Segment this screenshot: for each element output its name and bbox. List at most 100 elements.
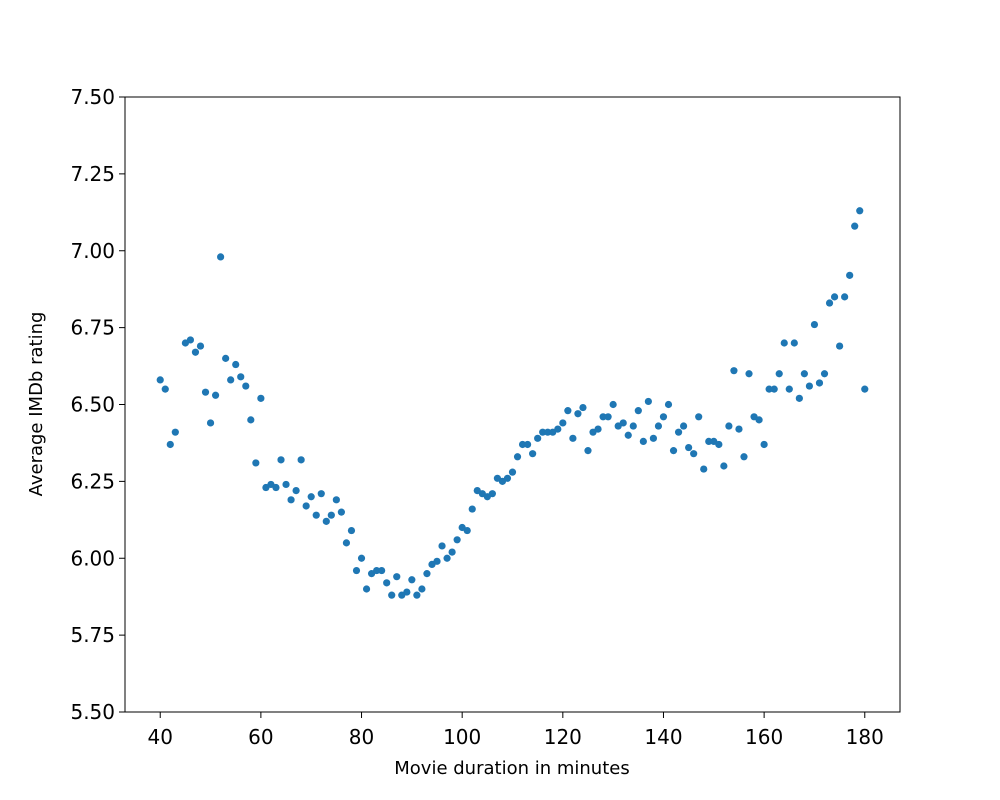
y-tick-label: 5.50 bbox=[70, 700, 115, 724]
scatter-point bbox=[503, 474, 512, 482]
scatter-point bbox=[347, 526, 356, 535]
scatter-point bbox=[211, 391, 220, 399]
scatter-point bbox=[322, 517, 330, 525]
y-tick-label: 6.00 bbox=[70, 546, 115, 570]
scatter-point bbox=[378, 566, 386, 575]
scatter-point bbox=[156, 376, 164, 384]
scatter-point bbox=[247, 416, 255, 424]
scatter-point bbox=[408, 576, 416, 584]
scatter-point bbox=[760, 440, 768, 449]
scatter-point bbox=[423, 570, 431, 578]
scatter-point bbox=[534, 434, 542, 442]
scatter-point bbox=[594, 425, 602, 433]
scatter-point bbox=[690, 450, 698, 458]
scatter-point bbox=[861, 385, 869, 393]
scatter-point bbox=[740, 453, 748, 461]
scatter-point bbox=[206, 419, 215, 427]
scatter-point bbox=[770, 385, 778, 393]
scatter-point bbox=[171, 428, 179, 436]
scatter-point bbox=[800, 370, 808, 378]
x-tick-label: 100 bbox=[443, 725, 481, 749]
plot-frame bbox=[124, 96, 901, 713]
x-tick-label: 120 bbox=[544, 725, 582, 749]
scatter-point bbox=[836, 342, 844, 350]
scatter-point bbox=[413, 591, 421, 599]
scatter-point bbox=[342, 539, 351, 547]
scatter-point bbox=[357, 554, 366, 562]
scatter-point bbox=[544, 428, 552, 436]
scatter-point bbox=[644, 397, 652, 406]
scatter-point bbox=[624, 431, 632, 439]
scatter-point bbox=[373, 566, 381, 575]
scatter-point bbox=[161, 385, 169, 393]
scatter-point bbox=[453, 536, 461, 544]
scatter-point bbox=[604, 413, 612, 421]
scatter-point bbox=[302, 502, 310, 510]
scatter-point bbox=[765, 385, 773, 393]
scatter-point bbox=[529, 450, 537, 458]
scatter-point bbox=[508, 468, 517, 476]
scatter-point bbox=[463, 526, 471, 535]
y-tick-label: 6.50 bbox=[70, 393, 115, 417]
scatter-point bbox=[659, 413, 668, 421]
scatter-point bbox=[775, 370, 783, 378]
scatter-point bbox=[780, 339, 788, 347]
scatter-point bbox=[559, 419, 567, 427]
scatter-point bbox=[674, 428, 683, 436]
scatter-point bbox=[393, 573, 401, 581]
scatter-point bbox=[488, 490, 496, 498]
scatter-point bbox=[468, 505, 476, 513]
scatter-point bbox=[317, 490, 325, 498]
x-tick-label: 140 bbox=[644, 725, 682, 749]
scatter-point bbox=[327, 511, 335, 519]
scatter-point bbox=[242, 382, 250, 390]
scatter-point bbox=[574, 410, 582, 418]
scatter-point bbox=[790, 339, 798, 347]
scatter-point bbox=[629, 422, 637, 430]
scatter-point bbox=[418, 585, 426, 593]
scatter-point bbox=[856, 207, 864, 215]
scatter-point bbox=[362, 585, 371, 593]
scatter-point bbox=[448, 548, 456, 556]
x-tick-label: 60 bbox=[248, 725, 273, 749]
scatter-point bbox=[272, 483, 280, 492]
scatter-point bbox=[785, 385, 793, 393]
scatter-point bbox=[805, 382, 814, 390]
scatter-point bbox=[846, 271, 854, 279]
scatter-point bbox=[513, 453, 522, 461]
scatter-point bbox=[337, 508, 345, 516]
scatter-point bbox=[312, 511, 320, 519]
y-tick-label: 5.75 bbox=[70, 623, 115, 647]
y-tick-label: 6.75 bbox=[70, 316, 115, 340]
scatter-point bbox=[649, 434, 658, 442]
x-tick-label: 40 bbox=[148, 725, 173, 749]
scatter-point bbox=[669, 447, 678, 455]
scatter-point bbox=[438, 542, 446, 550]
scatter-point bbox=[191, 348, 200, 356]
scatter-point bbox=[795, 394, 803, 402]
scatter-point bbox=[720, 462, 728, 470]
scatter-point bbox=[388, 591, 396, 599]
scatter-point bbox=[745, 370, 753, 378]
scatter-point bbox=[201, 388, 210, 396]
scatter-point bbox=[680, 422, 688, 430]
scatter-point bbox=[639, 437, 647, 445]
y-tick-label: 7.00 bbox=[70, 239, 115, 263]
scatter-point bbox=[383, 579, 391, 587]
x-tick-label: 80 bbox=[349, 725, 374, 749]
scatter-point bbox=[700, 465, 708, 473]
scatter-point bbox=[227, 376, 235, 384]
scatter-point bbox=[820, 370, 829, 378]
scatter-point bbox=[297, 456, 305, 464]
scatter-point bbox=[569, 434, 577, 442]
scatter-point bbox=[539, 428, 547, 436]
scatter-point bbox=[735, 425, 743, 433]
scatter-point bbox=[287, 496, 295, 504]
scatter-point bbox=[685, 443, 693, 452]
scatter-point bbox=[252, 459, 260, 467]
scatter-point bbox=[634, 407, 642, 415]
x-tick-label: 180 bbox=[846, 725, 884, 749]
scatter-point bbox=[715, 440, 723, 449]
scatter-point bbox=[755, 416, 763, 424]
